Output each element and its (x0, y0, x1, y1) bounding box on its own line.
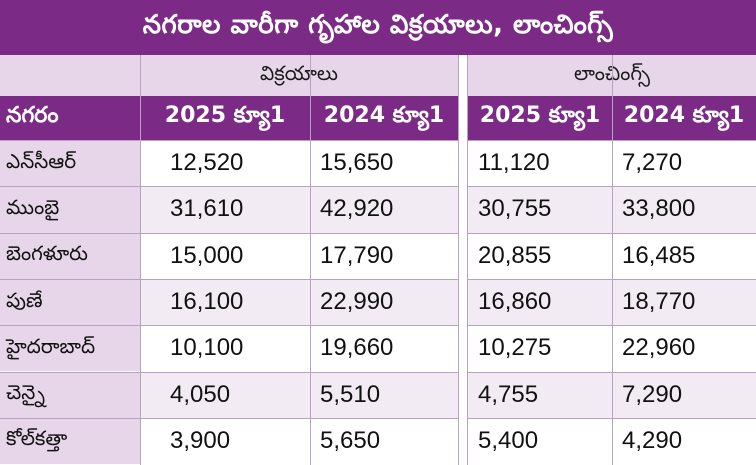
value-cell-sales-2025: 4,050 (140, 371, 310, 418)
value-cell-launch-2025: 16,860 (468, 278, 612, 326)
column-header-sales-2024: 2024 క్యూ1 (310, 96, 458, 140)
column-header-launch-2025: 2025 క్యూ1 (468, 96, 612, 140)
column-divider (140, 55, 141, 465)
value-cell-sales-2025: 10,100 (140, 325, 310, 372)
value-cell-launch-2024: 16,485 (612, 232, 756, 279)
value-cell-launch-2024: 7,270 (612, 140, 756, 187)
value-cell-launch-2025: 5,400 (468, 417, 612, 465)
value-cell-launch-2024: 4,290 (612, 417, 756, 465)
value-cell-sales-2025: 15,000 (140, 232, 310, 279)
city-cell: ఎన్‌సీఆర్ (0, 140, 140, 187)
city-cell: హైదరాబాద్ (0, 325, 140, 372)
row-divider (0, 325, 756, 327)
value-cell-sales-2025: 16,100 (140, 278, 310, 326)
data-table: విక్రయాలు లాంచింగ్స్ నగరం 2025 క్యూ1 202… (0, 55, 756, 465)
value-cell-launch-2024: 33,800 (612, 186, 756, 233)
value-cell-launch-2025: 30,755 (468, 186, 612, 233)
value-cell-sales-2024: 15,650 (310, 140, 458, 187)
group-separator (458, 55, 468, 465)
value-cell-sales-2025: 3,900 (140, 417, 310, 465)
group-header-sales: విక్రయాలు (140, 55, 458, 96)
value-cell-sales-2025: 31,610 (140, 186, 310, 233)
column-header-launch-2024: 2024 క్యూ1 (612, 96, 756, 140)
group-header-blank (0, 55, 140, 96)
city-cell: చెన్నై (0, 371, 140, 418)
city-cell: కోల్‌కత్తా (0, 417, 140, 465)
value-cell-sales-2024: 5,510 (310, 371, 458, 418)
value-cell-sales-2025: 12,520 (140, 140, 310, 187)
value-cell-launch-2024: 7,290 (612, 371, 756, 418)
table-title: నగరాల వారీగా గృహాల విక్రయాలు, లాంచింగ్స్ (0, 0, 756, 55)
value-cell-launch-2025: 11,120 (468, 140, 612, 187)
row-divider (0, 232, 756, 234)
value-cell-sales-2024: 42,920 (310, 186, 458, 233)
city-cell: ముంబై (0, 186, 140, 233)
value-cell-sales-2024: 17,790 (310, 232, 458, 279)
value-cell-sales-2024: 19,660 (310, 325, 458, 372)
column-header-sales-2025: 2025 క్యూ1 (140, 96, 310, 140)
value-cell-launch-2024: 22,960 (612, 325, 756, 372)
value-cell-sales-2024: 5,650 (310, 417, 458, 465)
row-divider (0, 186, 756, 188)
value-cell-launch-2025: 10,275 (468, 325, 612, 372)
row-divider (0, 278, 756, 280)
column-divider (612, 55, 613, 465)
row-divider (0, 417, 756, 419)
city-cell: బెంగళూరు (0, 232, 140, 279)
row-divider (0, 140, 756, 141)
column-header-city: నగరం (0, 96, 140, 140)
city-cell: పుణే (0, 278, 140, 326)
row-divider (0, 371, 756, 373)
value-cell-launch-2024: 18,770 (612, 278, 756, 326)
value-cell-launch-2025: 20,855 (468, 232, 612, 279)
value-cell-launch-2025: 4,755 (468, 371, 612, 418)
value-cell-sales-2024: 22,990 (310, 278, 458, 326)
column-divider (310, 55, 311, 465)
